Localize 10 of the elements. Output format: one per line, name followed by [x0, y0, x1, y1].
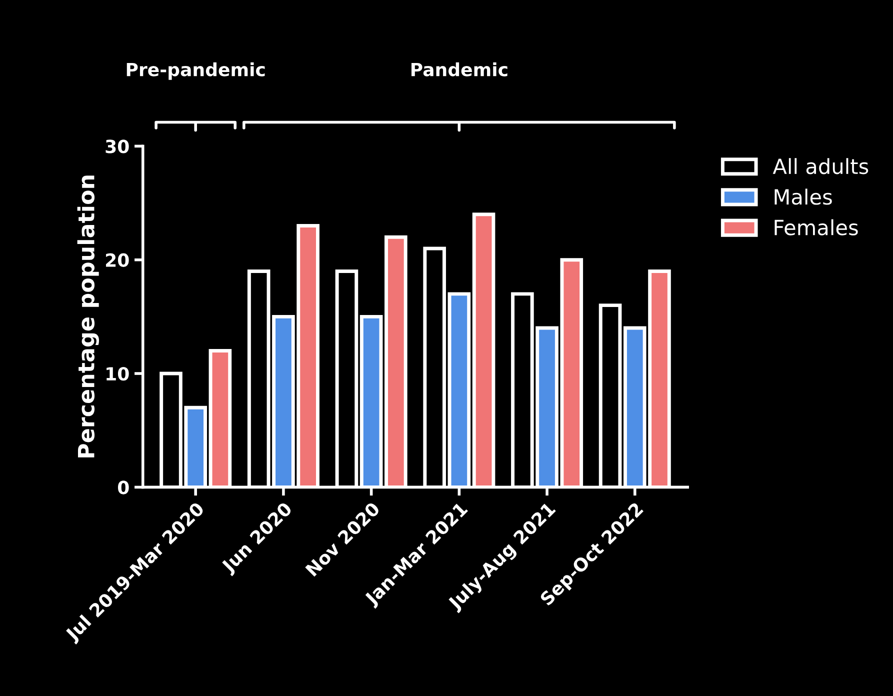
y-tick-label: 20 — [106, 253, 129, 267]
y-axis-title: Percentage population — [77, 176, 100, 458]
text: Pre-pandemic — [126, 62, 265, 80]
legend-label: Males — [774, 188, 832, 205]
y-tick-label: 0 — [118, 480, 129, 494]
text: Pandemic — [411, 62, 508, 76]
legend-label: All adults — [772, 158, 868, 174]
y-tick-label: 10 — [106, 366, 129, 381]
legend-label: Females — [774, 219, 858, 236]
y-tick-label: 30 — [106, 140, 129, 154]
